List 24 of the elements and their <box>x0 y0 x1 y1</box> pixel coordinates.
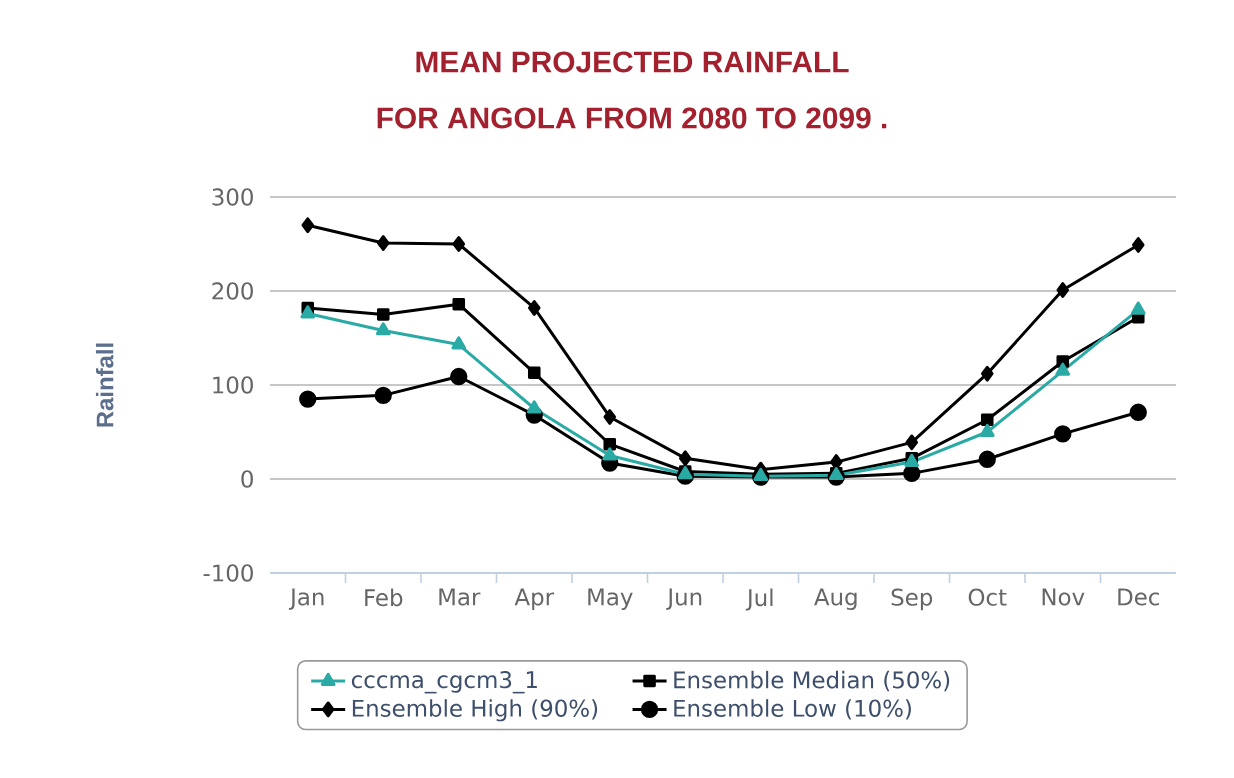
x-tick-label: Mar <box>439 588 481 606</box>
legend-label: Ensemble Low (10%) <box>674 699 911 720</box>
legend-label: cccma_cgcm3_1 <box>351 671 537 694</box>
x-tick-label: Jul <box>745 588 773 611</box>
x-tick-label: Jun <box>666 588 702 610</box>
y-axis-title: Rainfall <box>95 343 114 427</box>
x-tick-label: Apr <box>514 588 555 610</box>
chart-title: MEAN PROJECTED RAINFALL <box>416 51 849 73</box>
x-tick-label: Feb <box>365 588 403 607</box>
legend-label: Ensemble Median (50%) <box>674 670 950 692</box>
y-tick-label: 300 <box>212 188 253 206</box>
x-tick-label: May <box>588 588 633 610</box>
x-tick-label: Nov <box>1042 588 1085 606</box>
chart-subtitle: FOR ANGOLA FROM 2080 TO 2099 . <box>377 107 887 129</box>
legend-label: Ensemble High (90%) <box>352 699 598 722</box>
x-tick-label: Jan <box>288 588 324 610</box>
x-tick-label: Dec <box>1118 588 1160 606</box>
y-tick-label: 0 <box>241 470 253 488</box>
x-tick-label: Aug <box>814 588 857 610</box>
x-tick-label: Sep <box>891 588 933 611</box>
x-tick-label: Oct <box>968 588 1007 606</box>
y-tick-label: 200 <box>212 282 253 300</box>
y-tick-label: 100 <box>213 376 253 394</box>
y-tick-label: -100 <box>203 564 253 582</box>
